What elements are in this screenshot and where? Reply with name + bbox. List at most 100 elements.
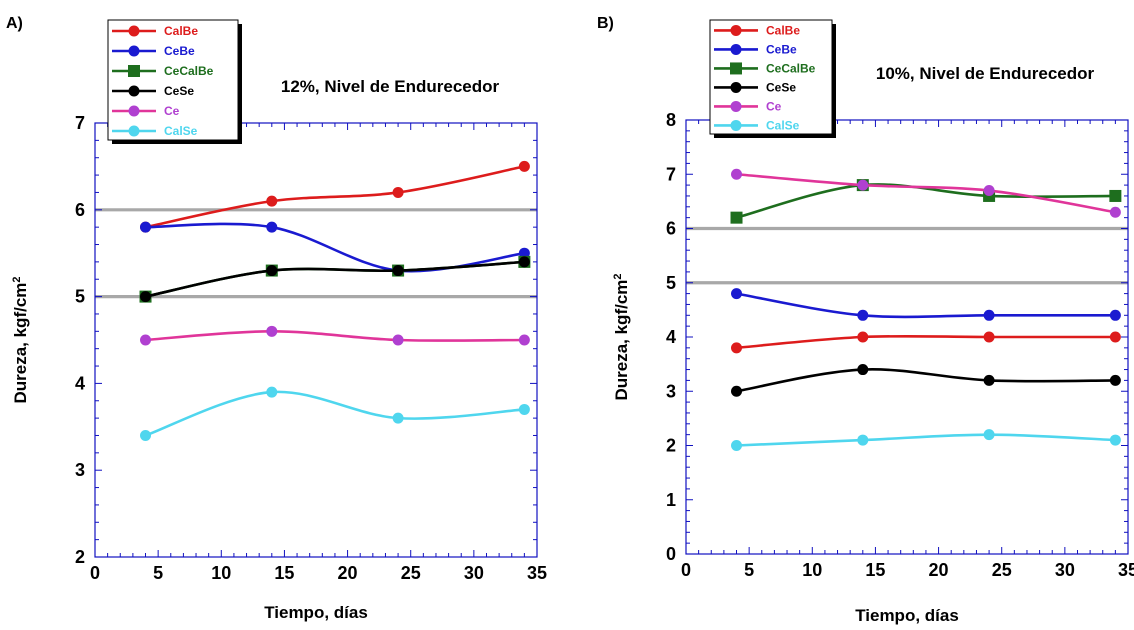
data-point [392, 412, 404, 424]
plot-frame [94, 122, 538, 558]
legend: CalBe CeBe CeCalBe CeSe Ce CalSe [709, 19, 836, 138]
data-point [731, 342, 743, 354]
y-tick-label: 3 [666, 381, 676, 401]
x-tick-label: 35 [1118, 560, 1134, 580]
legend-marker [730, 24, 742, 36]
y-tick-label: 2 [75, 547, 85, 567]
y-tick-label: 3 [75, 460, 85, 480]
data-point [140, 221, 152, 233]
y-tick-label: 6 [666, 219, 676, 239]
data-point [392, 334, 404, 346]
y-tick-label: 1 [666, 490, 676, 510]
legend-marker [730, 43, 742, 55]
data-point [1109, 189, 1122, 202]
x-tick-label: 15 [865, 560, 885, 580]
data-point [983, 429, 995, 441]
legend-label: CalSe [164, 124, 198, 138]
data-point [731, 385, 743, 397]
data-point [266, 195, 278, 207]
y-tick-label: 7 [666, 164, 676, 184]
series-line [145, 390, 525, 437]
data-point [1109, 309, 1121, 321]
x-tick-label: 35 [527, 563, 547, 583]
y-tick-label: 0 [666, 544, 676, 564]
legend-label: CeBe [766, 42, 797, 56]
data-point [1109, 434, 1121, 446]
data-point [266, 325, 278, 337]
y-axis-title: Dureza, kgf/cm2 [11, 276, 30, 403]
data-point [1109, 374, 1121, 386]
series-line [145, 222, 525, 273]
legend-label: Ce [766, 99, 782, 113]
legend-marker [128, 45, 140, 57]
x-tick-label: 5 [744, 560, 754, 580]
legend-box [107, 19, 239, 141]
legend-label: CeSe [164, 84, 194, 98]
data-point [983, 331, 995, 343]
y-axis-title-main: Dureza, kgf/cm [612, 280, 631, 401]
series-ce [731, 168, 1121, 218]
legend-box [709, 19, 833, 135]
data-point [518, 160, 530, 172]
y-tick-label: 8 [666, 110, 676, 130]
y-tick-label: 4 [75, 373, 85, 393]
series-line [736, 183, 1116, 219]
legend-marker [730, 119, 742, 131]
legend-marker [128, 85, 140, 97]
data-point [857, 364, 869, 376]
data-point [140, 291, 152, 303]
series-line [736, 292, 1116, 319]
legend-label: CalSe [766, 118, 800, 132]
series-line [145, 330, 525, 342]
y-axis-title-main: Dureza, kgf/cm [11, 283, 30, 404]
y-axis-title-superscript: 2 [11, 276, 23, 282]
legend-marker [128, 25, 140, 37]
x-axis-title: Tiempo, días [855, 606, 959, 625]
x-tick-label: 30 [464, 563, 484, 583]
data-point [392, 265, 404, 277]
data-point [983, 185, 995, 197]
x-tick-label: 30 [1055, 560, 1075, 580]
legend-marker [730, 62, 742, 75]
y-tick-label: 5 [75, 287, 85, 307]
x-tick-label: 5 [153, 563, 163, 583]
data-point [983, 309, 995, 321]
data-point [140, 429, 152, 441]
chart-panel-b: B) 0 5 10 15 20 25 30 35 0 1 2 3 4 5 6 7 8 Tiempo, días Dur… [597, 15, 1134, 625]
data-point [731, 440, 743, 451]
chart-annotation: 10%, Nivel de Endurecedor [876, 64, 1095, 83]
legend: CalBe CeBe CeCalBe CeSe Ce CalSe [107, 19, 242, 144]
series-calse [731, 429, 1121, 451]
x-tick-label: 0 [90, 563, 100, 583]
data-point [857, 179, 869, 191]
legend-marker [128, 65, 140, 77]
series-cese [140, 256, 530, 303]
y-tick-label: 4 [666, 327, 676, 347]
x-axis-title: Tiempo, días [264, 603, 368, 622]
legend-label: CeBe [164, 44, 195, 58]
y-tick-label: 7 [75, 113, 85, 133]
series-line [145, 165, 525, 229]
data-point [1109, 331, 1121, 343]
series-calbe [731, 331, 1121, 354]
legend-label: CalBe [766, 23, 800, 37]
x-tick-label: 20 [338, 563, 358, 583]
data-point [731, 168, 743, 180]
legend-label: CeCalBe [164, 64, 214, 78]
x-tick-label: 10 [802, 560, 822, 580]
data-point [266, 265, 278, 277]
panel-label: A) [6, 15, 23, 32]
data-point [518, 334, 530, 346]
series-calbe [140, 160, 530, 233]
series-ce [140, 325, 530, 346]
panel-label: B) [597, 15, 614, 32]
data-point [392, 186, 404, 198]
y-axis-title-superscript: 2 [612, 273, 624, 279]
chart-panel-a: A) 0 5 10 15 20 25 30 35 2 3 4 5 6 7 Tiempo, días Dureza… [6, 15, 547, 622]
legend-label: CalBe [164, 24, 198, 38]
x-tick-label: 25 [401, 563, 421, 583]
data-point [518, 403, 530, 415]
data-point [730, 211, 743, 224]
legend-marker [730, 81, 742, 93]
